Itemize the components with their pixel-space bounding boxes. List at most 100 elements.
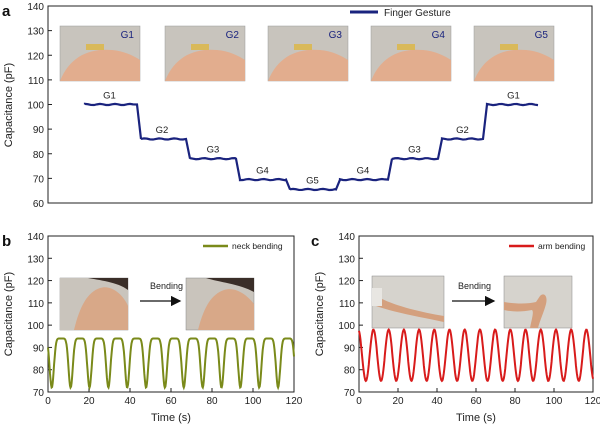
panel-letter-b: b (2, 233, 11, 250)
y-axis-label-a: Capacitance (pF) (3, 63, 15, 147)
panel-letter-a: a (2, 3, 11, 20)
gesture-annotation: G2 (456, 125, 469, 136)
y-tick-label: 70 (33, 388, 45, 399)
y-tick-label-a: 80 (33, 150, 45, 161)
x-tick-label: 20 (83, 396, 95, 407)
y-tick-label: 120 (338, 277, 355, 288)
gesture-annotations: G1 G2 G3 G4 G5 G4 G3 G2 G1 (103, 91, 520, 187)
y-tick-label: 110 (339, 299, 355, 310)
y-tick-label: 90 (33, 343, 45, 354)
photo-label: G5 (535, 30, 549, 41)
legend-a: Finger Gesture (350, 8, 451, 19)
photo-label: G3 (329, 30, 343, 41)
photo-label: G2 (226, 30, 240, 41)
y-tick-label-a: 120 (27, 51, 44, 62)
finger-gesture-line (83, 102, 539, 192)
x-axis-label-c: Time (s) (456, 412, 496, 424)
hand-skin (371, 49, 451, 81)
x-tick-label: 40 (431, 396, 443, 407)
y-tick-label: 140 (27, 232, 44, 243)
y-tick-label: 80 (344, 366, 356, 377)
neck-hair-after (206, 278, 254, 292)
x-tick-label: 60 (165, 396, 177, 407)
y-tick-label: 70 (344, 388, 356, 399)
y-tick-label: 110 (28, 299, 44, 310)
neck-bending-line (47, 337, 295, 391)
gesture-annotation: G3 (207, 145, 220, 156)
y-tick-label-a: 110 (28, 76, 44, 87)
y-tick-label: 90 (344, 343, 356, 354)
legend-label-b: neck bending (232, 241, 283, 251)
x-tick-label: 20 (392, 396, 404, 407)
gesture-annotation: G5 (306, 175, 319, 186)
gesture-photo: G4 (370, 25, 452, 82)
photo-label: G4 (432, 30, 446, 41)
gesture-annotation: G4 (357, 166, 370, 177)
sensor-patch (294, 44, 312, 50)
gesture-photo: G3 (267, 25, 349, 82)
gesture-photo: G5 (473, 25, 555, 82)
sensor-patch (191, 44, 209, 50)
panel-b: b 70 80 90 100 110 120 130 140 0 20 40 60 80 100 120 C… (2, 232, 303, 424)
axes-b: 70 80 90 100 110 120 130 140 0 20 40 60 80 100 120 (27, 232, 302, 407)
gesture-annotation: G1 (507, 91, 520, 102)
y-tick-label: 130 (27, 254, 44, 265)
y-tick-label-a: 60 (33, 199, 45, 210)
gesture-annotation: G3 (408, 145, 421, 156)
neck-skin-before (74, 287, 128, 330)
bending-label-c: Bending (458, 281, 491, 291)
legend-label-c: arm bending (538, 241, 586, 251)
hand-skin (165, 49, 245, 81)
y-tick-label-a: 100 (27, 101, 44, 112)
y-tick-label-a: 90 (33, 125, 45, 136)
x-tick-label: 40 (124, 396, 136, 407)
legend-c: arm bending (509, 241, 586, 251)
panel-c: c 70 80 90 100 110 120 130 140 0 20 40 60 80 100 120 C… (311, 232, 600, 424)
x-tick-label: 120 (286, 396, 303, 407)
bending-label-b: Bending (150, 281, 183, 291)
hand-skin (268, 49, 348, 81)
neck-hair-before (88, 278, 128, 290)
hand-skin (474, 49, 554, 81)
gesture-photo: G1 (59, 25, 141, 82)
y-tick-label: 140 (338, 232, 355, 243)
y-tick-label-a: 70 (33, 174, 45, 185)
x-tick-label: 100 (546, 396, 563, 407)
neck-skin-after (198, 289, 254, 330)
sensor-patch (500, 44, 518, 50)
y-tick-label: 80 (33, 366, 45, 377)
gesture-photo: G2 (164, 25, 246, 82)
neck-photos: Bending (59, 277, 255, 331)
x-tick-label: 80 (206, 396, 218, 407)
y-tick-label: 100 (27, 321, 44, 332)
photo-label: G1 (121, 30, 135, 41)
y-axis-label-b: Capacitance (pF) (3, 272, 15, 356)
gesture-annotation: G4 (256, 166, 269, 177)
panel-letter-c: c (311, 233, 319, 250)
x-tick-label: 100 (245, 396, 262, 407)
y-tick-label: 130 (338, 254, 355, 265)
y-tick-label: 120 (27, 277, 44, 288)
axes-c: 70 80 90 100 110 120 130 140 0 20 40 60 80 100 120 (338, 232, 600, 407)
arm-skin-after (504, 294, 547, 328)
sensor-patch (397, 44, 415, 50)
y-tick-label: 100 (338, 321, 355, 332)
arm-sleeve-before (372, 288, 382, 306)
arm-bending-line (358, 328, 594, 383)
sensor-patch (86, 44, 104, 50)
x-axis-label-b: Time (s) (151, 412, 191, 424)
legend-label-a: Finger Gesture (384, 8, 451, 19)
y-tick-label-a: 140 (27, 2, 44, 13)
panel-a: a 60 70 80 90 100 110 120 130 140 Capacitance (p… (2, 2, 593, 210)
arm-skin-before (372, 298, 444, 322)
x-tick-label: 60 (470, 396, 482, 407)
x-tick-label: 0 (356, 396, 362, 407)
y-axis-label-c: Capacitance (pF) (314, 272, 326, 356)
x-tick-label: 80 (509, 396, 521, 407)
arm-photos: Bending (371, 275, 573, 329)
legend-b: neck bending (203, 241, 283, 251)
y-ticks-a: 60 70 80 90 100 110 120 130 140 (27, 2, 52, 210)
gesture-annotation: G1 (103, 91, 116, 102)
x-tick-label: 0 (45, 396, 51, 407)
